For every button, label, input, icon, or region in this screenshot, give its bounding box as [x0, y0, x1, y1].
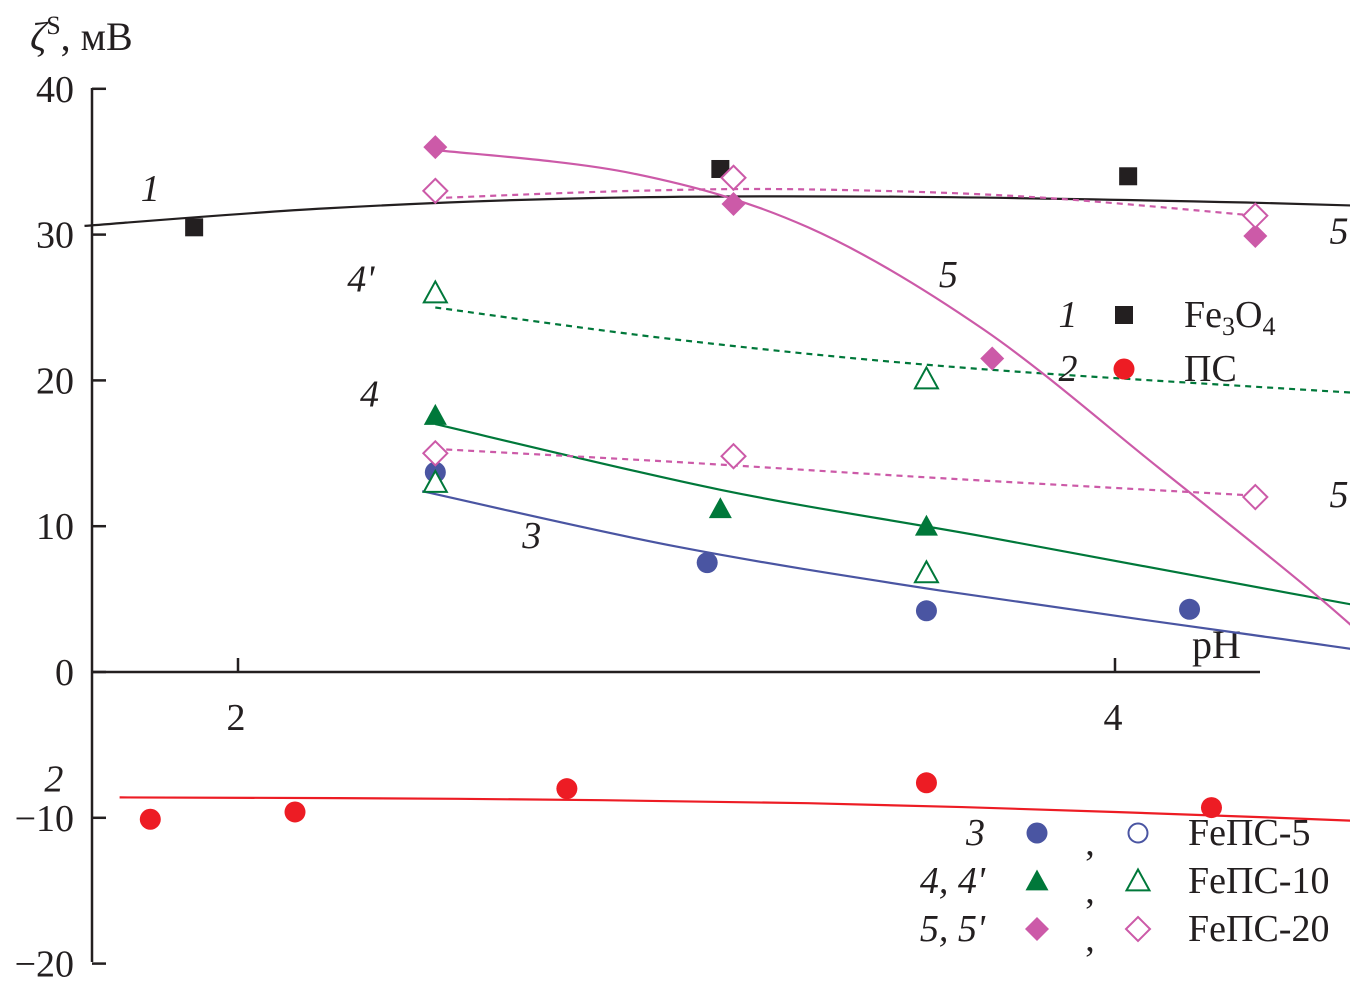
x-tick-label: 4	[1104, 697, 1123, 739]
data-point-s4	[914, 514, 938, 536]
legend-marker-filled	[1025, 869, 1049, 891]
y-tick-label: −10	[15, 798, 74, 840]
y-tick-label: 20	[36, 360, 74, 402]
data-point-s2	[915, 772, 937, 794]
legend-marker-open	[1124, 867, 1152, 892]
curve-labels: 1 2 3 4 4' 5 5' 5'	[44, 168, 1350, 800]
y-tick-label: −20	[15, 944, 74, 986]
curve-label-s5: 5	[939, 254, 958, 296]
legend-name: FeПС-20	[1188, 908, 1329, 950]
data-point-s4o	[422, 279, 449, 304]
curve-label-s4: 4	[360, 374, 379, 416]
data-point-s3	[1179, 598, 1201, 620]
data-point-s4o	[913, 559, 940, 584]
y-tick-label: 10	[36, 506, 74, 548]
legend-number: 4, 4'	[920, 860, 986, 902]
legend-separator: ,	[1085, 918, 1095, 960]
data-point-s5o	[1241, 202, 1269, 230]
fit-curve-s2	[119, 796, 1350, 822]
data-point-s3	[696, 552, 718, 574]
data-point-s5o	[720, 442, 747, 470]
curve-label-s1: 1	[141, 168, 160, 210]
data-point-s2	[139, 808, 161, 830]
legend-name: Fe3O4	[1184, 294, 1275, 341]
legend-separator: ,	[1085, 822, 1095, 864]
data-point-s4o	[913, 365, 940, 390]
data-point-s5o	[421, 177, 449, 205]
legend-separator: ,	[1085, 870, 1095, 912]
x-axis-title: pH	[1192, 622, 1241, 667]
data-point-s5	[1243, 224, 1268, 249]
x-tick-label: 2	[227, 697, 246, 739]
legend-number: 5, 5'	[920, 908, 986, 950]
curve-label-s4o: 4'	[347, 258, 375, 300]
fit-curve-s4	[435, 423, 1350, 606]
legend-marker	[1113, 358, 1135, 380]
data-point-s5o	[720, 164, 747, 192]
y-tick-label: 0	[55, 652, 74, 694]
legend-number: 2	[1059, 348, 1078, 390]
curve-label-s5o-b: 5'	[1329, 474, 1350, 516]
fit-curve-s1	[84, 195, 1350, 227]
data-point-s4o	[422, 468, 449, 493]
y-axis-title: ζS, мВ	[30, 11, 133, 59]
data-point-s4	[423, 403, 447, 425]
y-tick-label: 30	[36, 215, 74, 257]
fit-curve-s3	[421, 490, 1350, 650]
data-points	[139, 135, 1269, 830]
data-point-s5o	[421, 439, 449, 467]
legend-name: FeПС-10	[1188, 860, 1329, 902]
data-point-s3	[915, 600, 937, 622]
y-tick-label: 40	[36, 69, 74, 111]
data-point-s5o	[1241, 483, 1269, 511]
data-point-s1	[1119, 167, 1138, 186]
data-point-s4	[708, 497, 732, 519]
legend-marker	[1115, 306, 1133, 324]
legend-number: 3	[965, 812, 985, 854]
legend-marker-open	[1127, 822, 1149, 844]
data-point-s5	[423, 135, 448, 160]
data-point-s5	[721, 191, 746, 216]
legend-marker-open	[1124, 915, 1152, 943]
curve-label-s3: 3	[521, 515, 541, 557]
legend-marker-filled	[1026, 822, 1048, 844]
data-point-s2	[556, 778, 578, 800]
legend-number: 1	[1059, 294, 1078, 336]
fit-curves	[84, 148, 1350, 822]
data-point-s2	[284, 801, 306, 823]
fit-curve-s5o	[435, 187, 1256, 217]
fit-curve-s5o-b	[435, 447, 1256, 497]
data-point-s5	[980, 346, 1005, 371]
legend-name: FeПС-5	[1188, 812, 1310, 854]
legend-name: ПС	[1184, 348, 1237, 390]
data-point-s1	[185, 218, 204, 237]
curve-label-s5o: 5'	[1329, 210, 1350, 252]
legend-marker-filled	[1025, 917, 1049, 941]
fit-curve-s5	[435, 148, 1350, 626]
data-point-s2	[1200, 797, 1222, 819]
curve-label-s2: 2	[44, 759, 63, 801]
legend: 1 Fe3O4 2 ПС 3, FeПС-5 4, 4', FeПС-10 5, 5', FeПС…	[920, 294, 1330, 960]
